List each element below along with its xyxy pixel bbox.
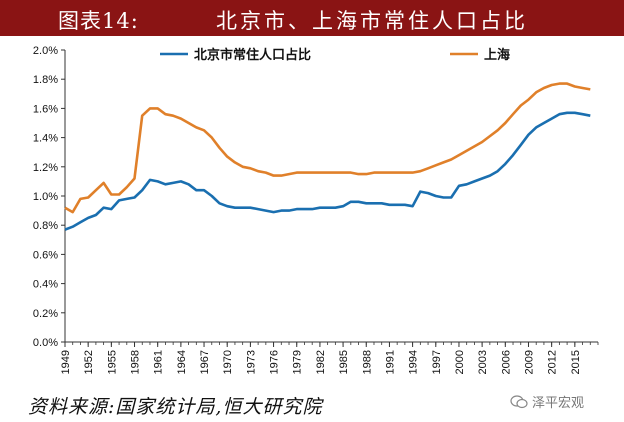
y-tick-label: 0.6%: [33, 249, 58, 261]
x-tick-label: 1982: [315, 350, 327, 374]
x-tick-label: 1994: [408, 350, 420, 374]
x-tick-label: 1997: [431, 350, 443, 374]
x-tick-label: 1973: [245, 350, 257, 374]
y-tick-label: 1.0%: [33, 191, 58, 203]
legend-label: 北京市常住人口占比: [194, 47, 311, 63]
y-tick-label: 1.8%: [33, 74, 58, 86]
chart-title: 北京市、上海市常住人口占比: [216, 9, 528, 33]
y-tick-label: 2.0%: [33, 45, 58, 57]
x-tick-label: 1988: [361, 350, 373, 374]
series-line-shanghai: [64, 82, 591, 214]
y-tick-label: 1.2%: [33, 162, 58, 174]
y-tick-label: 1.6%: [33, 103, 58, 115]
x-tick-label: 1979: [292, 350, 304, 374]
y-tick-label: 0.8%: [33, 220, 58, 232]
figure-label: 图表14:: [58, 9, 139, 33]
x-tick-label: 2006: [500, 350, 512, 374]
x-tick-label: 1955: [106, 350, 118, 374]
wechat-icon: [510, 394, 528, 408]
watermark: 泽平宏观: [510, 392, 584, 411]
x-tick-label: 1976: [269, 350, 281, 374]
x-tick-label: 1970: [222, 350, 234, 374]
x-tick-label: 2003: [477, 350, 489, 374]
y-tick-label: 0.2%: [33, 308, 58, 320]
series-line-beijing: [64, 111, 591, 231]
legend-label: 上海: [484, 47, 510, 63]
y-tick-label: 1.4%: [33, 133, 58, 145]
figure-header: 图表14: 北京市、上海市常住人口占比: [0, 0, 624, 36]
x-tick-label: 1949: [60, 350, 72, 374]
x-tick-label: 2015: [570, 350, 582, 374]
x-tick-label: 1958: [130, 350, 142, 374]
y-tick-label: 0.0%: [33, 337, 58, 349]
line-chart: 0.0% 0.2% 0.4% 0.6% 0.8% 1.0% 1.2% 1.4% 1.6% 1.8%…: [33, 45, 599, 374]
watermark-text: 泽平宏观: [532, 396, 585, 411]
x-tick-label: 1991: [384, 350, 396, 374]
x-tick-label: 2000: [454, 350, 466, 374]
x-tick-label: 1952: [83, 350, 95, 374]
x-tick-label: 2009: [523, 350, 535, 374]
source-note: 资料来源:国家统计局,恒大研究院: [28, 396, 323, 418]
y-tick-label: 0.4%: [33, 279, 58, 291]
x-tick-label: 1985: [338, 350, 350, 374]
x-tick-label: 1967: [199, 350, 211, 374]
x-tick-label: 1964: [176, 350, 188, 374]
x-tick-label: 1961: [153, 350, 165, 374]
x-tick-label: 2012: [547, 350, 559, 374]
